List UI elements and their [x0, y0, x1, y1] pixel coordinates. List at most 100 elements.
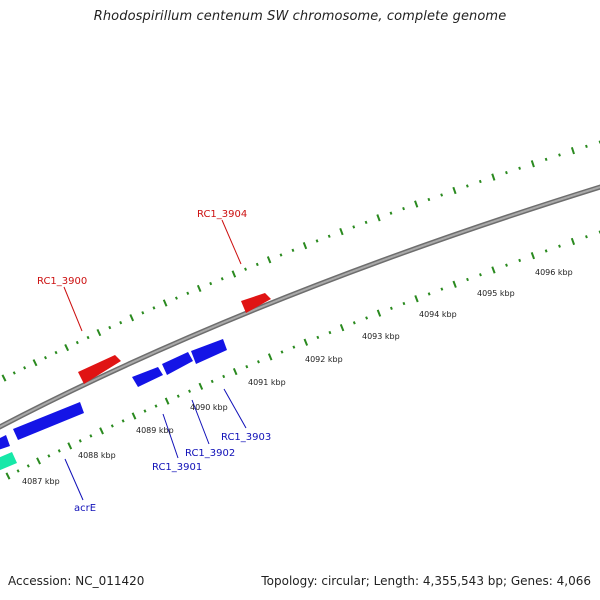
outer-tick — [452, 186, 457, 195]
chromosome-backbone — [0, 184, 600, 430]
outer-tick — [315, 239, 319, 243]
gene-label-rc1-3904[interactable]: RC1_3904 — [197, 209, 247, 220]
outer-tick — [108, 325, 112, 330]
tick-label: 4094 kbp — [419, 310, 457, 319]
outer-tick — [279, 253, 283, 257]
inner-tick — [222, 374, 226, 379]
gene-label-rc1-3900[interactable]: RC1_3900 — [37, 276, 87, 287]
inner-tick — [505, 263, 508, 267]
outer-tick — [244, 267, 247, 271]
outer-tick — [389, 211, 393, 215]
outer-tick — [54, 350, 58, 355]
inner-tick — [303, 338, 309, 346]
gene-labels: RC1_3900 RC1_3904 RC1_3901 RC1_3902 RC1_3903… — [37, 209, 271, 514]
inner-tick — [5, 472, 11, 480]
outer-tick — [141, 311, 145, 315]
gene-label-rc1-3902[interactable]: RC1_3902 — [185, 448, 235, 459]
outer-tick — [64, 343, 70, 352]
inner-tick — [99, 427, 104, 435]
kbp-tick-labels: 4087 kbp 4088 kbp 4089 kbp 4090 kbp 4091 kbp… — [22, 268, 573, 486]
inner-tick — [389, 306, 393, 311]
inner-tick — [210, 379, 214, 384]
gene-arrow-rc1-3900 — [78, 355, 121, 384]
gene-arrow-rc1-3904 — [241, 293, 271, 313]
inner-tick — [36, 457, 41, 465]
tick-label: 4093 kbp — [362, 332, 400, 341]
backbone-line — [0, 184, 600, 430]
outer-tick — [266, 256, 272, 264]
inner-tick — [292, 345, 296, 349]
leader-rc1-3904 — [221, 219, 242, 265]
outer-tick — [414, 200, 419, 208]
tick-label: 4090 kbp — [190, 403, 228, 412]
outer-tick — [1, 374, 7, 382]
outer-tick — [544, 157, 548, 162]
tick-label: 4092 kbp — [305, 355, 343, 364]
leader-rc1-3903 — [223, 388, 247, 429]
inner-tick — [154, 404, 158, 408]
gene-label-rc1-3901[interactable]: RC1_3901 — [152, 462, 202, 473]
inner-tick — [452, 280, 457, 288]
leader-rc1-3900 — [63, 286, 83, 332]
inner-tick — [198, 382, 204, 390]
gene-arrow-rna — [0, 452, 17, 471]
gene-arrow-rc1-3903 — [191, 339, 227, 364]
inner-tick — [316, 335, 320, 340]
inner-tick — [110, 424, 114, 428]
inner-tick — [164, 397, 170, 405]
inner-tick — [402, 301, 406, 306]
inner-tick — [466, 277, 469, 282]
inner-tick — [328, 330, 332, 335]
inner-tick — [47, 454, 51, 458]
inner-tick — [479, 273, 482, 277]
inner-tick — [558, 244, 561, 248]
outer-tick — [570, 147, 575, 155]
tick-label: 4087 kbp — [22, 477, 60, 486]
outer-tick — [402, 206, 405, 211]
leader-rc1-3901 — [162, 413, 179, 459]
outer-tick — [491, 173, 496, 181]
outer-tick — [12, 371, 16, 375]
outer-tick-track — [1, 140, 600, 382]
inner-tick — [16, 469, 20, 473]
outer-tick — [302, 241, 308, 250]
inner-tick — [518, 258, 522, 263]
tick-label: 4096 kbp — [535, 268, 573, 277]
genome-summary-text: Topology: circular; Length: 4,355,543 bp… — [261, 574, 591, 588]
gene-arrow-rc1-3902 — [162, 352, 193, 375]
outer-tick — [478, 179, 482, 184]
inner-tick — [188, 389, 192, 393]
outer-tick — [32, 359, 38, 367]
gene-arrow-acre — [13, 402, 84, 440]
inner-tick — [280, 350, 284, 354]
outer-tick — [327, 234, 331, 238]
outer-tick — [196, 284, 202, 293]
map-title: Rhodospirillum centenum SW chromosome, c… — [93, 9, 507, 24]
outer-tick — [209, 281, 213, 286]
gene-arrow-rc1-3901 — [132, 367, 163, 387]
inner-tick — [530, 252, 536, 260]
gene-label-leaders — [63, 219, 247, 501]
outer-tick — [530, 160, 535, 168]
gene-label-acre[interactable]: acrE — [74, 503, 96, 514]
inner-tick — [131, 412, 137, 420]
inner-tick — [427, 292, 431, 296]
backbone-highlight — [0, 186, 600, 428]
tick-label: 4091 kbp — [248, 378, 286, 387]
outer-tick — [505, 170, 508, 175]
outer-tick — [86, 335, 90, 340]
inner-tick — [585, 235, 588, 239]
inner-tick — [570, 237, 576, 246]
outer-tick — [231, 270, 237, 278]
leader-acre — [64, 458, 84, 501]
gene-arrow-edge — [0, 435, 10, 450]
gene-label-rc1-3903[interactable]: RC1_3903 — [221, 432, 271, 443]
inner-tick — [352, 321, 356, 325]
outer-tick — [119, 320, 123, 325]
leader-rc1-3902 — [191, 399, 210, 445]
inner-tick — [232, 367, 238, 376]
outer-tick — [364, 220, 368, 225]
inner-tick — [121, 419, 125, 423]
